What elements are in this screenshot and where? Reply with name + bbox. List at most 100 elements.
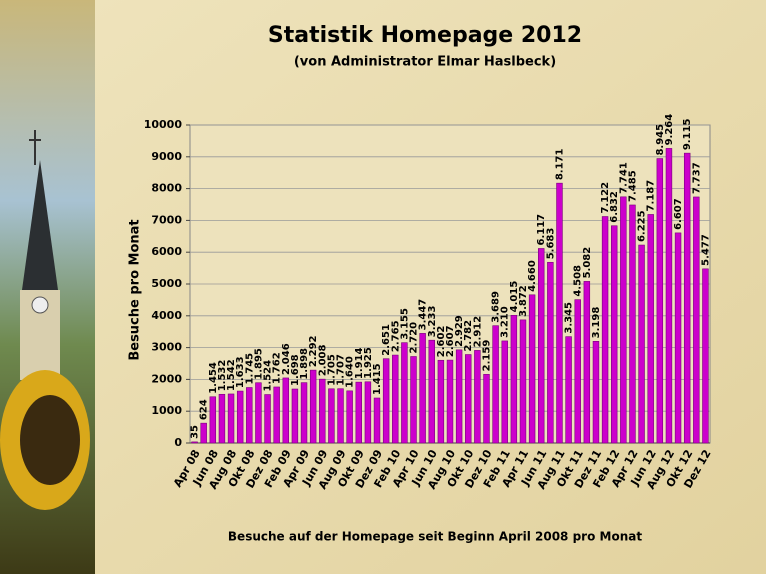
y-tick-label: 5000 xyxy=(151,277,182,290)
data-label: 6.607 xyxy=(673,198,684,230)
bar xyxy=(419,333,426,444)
bar xyxy=(465,354,472,444)
data-label: 7.485 xyxy=(627,170,638,202)
data-label: 2.765 xyxy=(390,320,401,352)
bar xyxy=(601,216,609,444)
data-label: 3.872 xyxy=(518,285,529,317)
bar xyxy=(236,390,244,444)
bar xyxy=(392,354,399,444)
bar xyxy=(382,358,390,444)
data-label: 3.345 xyxy=(564,302,575,334)
bar xyxy=(373,397,381,444)
data-label: 8.171 xyxy=(554,148,565,180)
data-label: 9.264 xyxy=(664,114,675,146)
bar xyxy=(446,359,454,444)
bar xyxy=(565,336,572,444)
bar xyxy=(291,388,299,444)
bar xyxy=(592,341,600,444)
data-label: 5.477 xyxy=(700,234,711,266)
bar xyxy=(337,388,344,444)
data-label: 2.651 xyxy=(381,324,392,356)
data-label: 2.912 xyxy=(472,316,483,348)
data-label: 1.640 xyxy=(345,356,356,388)
y-tick-label: 2000 xyxy=(151,372,182,385)
bar xyxy=(501,340,508,444)
data-label: 2.602 xyxy=(436,326,447,358)
data-label: 1.898 xyxy=(299,348,310,380)
data-label: 2.720 xyxy=(409,322,420,354)
bar xyxy=(255,382,262,444)
bar xyxy=(218,393,226,444)
y-tick-label: 3000 xyxy=(151,341,182,354)
data-label: 5.683 xyxy=(545,228,556,260)
bar xyxy=(674,232,682,444)
data-label: 7.737 xyxy=(691,162,702,194)
bar xyxy=(474,350,481,444)
data-label: 1.707 xyxy=(336,354,347,386)
y-axis-title: Besuche pro Monat xyxy=(128,219,143,360)
data-label: 6.117 xyxy=(536,214,547,246)
bar xyxy=(510,315,518,444)
data-label: 2.782 xyxy=(463,320,474,352)
bar xyxy=(300,382,308,444)
data-label: 2.929 xyxy=(454,315,465,347)
bar xyxy=(209,396,217,444)
data-label: 4.660 xyxy=(527,260,538,292)
x-axis-title: Besuche auf der Homepage seit Beginn Apr… xyxy=(228,530,642,544)
data-label: 6.832 xyxy=(609,191,620,223)
data-label: 1.633 xyxy=(235,356,246,388)
bar xyxy=(364,381,372,444)
y-tick-label: 10000 xyxy=(144,118,183,131)
bar xyxy=(264,394,271,444)
bar xyxy=(227,393,235,444)
data-label: 2.008 xyxy=(317,344,328,376)
data-label: 35 xyxy=(190,425,201,439)
bar xyxy=(355,381,362,444)
bar xyxy=(574,299,581,444)
data-label: 3.233 xyxy=(427,306,438,338)
bar xyxy=(437,359,445,444)
bar xyxy=(665,148,673,444)
data-label: 2.607 xyxy=(445,325,456,357)
data-label: 1.542 xyxy=(226,359,237,391)
bar xyxy=(528,294,536,444)
bar xyxy=(319,378,326,444)
data-label: 2.046 xyxy=(281,343,292,375)
bar xyxy=(328,388,335,444)
data-label: 3.210 xyxy=(500,306,511,338)
data-label: 6.225 xyxy=(637,210,648,242)
bar xyxy=(246,387,253,444)
y-tick-label: 7000 xyxy=(151,213,182,226)
data-label: 2.292 xyxy=(308,335,319,367)
bar xyxy=(683,152,691,444)
bar xyxy=(610,225,618,444)
data-label: 1.524 xyxy=(263,360,274,392)
bar xyxy=(620,196,627,444)
bar xyxy=(583,281,591,444)
bar xyxy=(191,441,198,444)
bar xyxy=(346,390,353,444)
data-label: 9.115 xyxy=(682,118,693,150)
bar xyxy=(483,374,490,444)
data-label: 1.745 xyxy=(244,353,255,385)
data-label: 3.689 xyxy=(491,291,502,323)
bar xyxy=(629,204,636,444)
chart-subtitle: (von Administrator Elmar Haslbeck) xyxy=(294,55,556,70)
y-tick-label: 6000 xyxy=(151,245,182,258)
data-label: 1.454 xyxy=(208,362,219,394)
data-label: 1.914 xyxy=(354,347,365,379)
bar xyxy=(273,386,280,444)
bar xyxy=(647,214,654,444)
y-tick-label: 1000 xyxy=(151,404,182,417)
y-tick-label: 0 xyxy=(174,436,182,449)
y-tick-label: 8000 xyxy=(151,182,182,195)
data-label: 624 xyxy=(199,399,210,420)
side-photo xyxy=(0,0,95,574)
bar xyxy=(693,196,700,444)
y-tick-label: 9000 xyxy=(151,150,182,163)
data-label: 4.508 xyxy=(573,265,584,297)
data-label: 1.895 xyxy=(253,348,264,380)
bar xyxy=(556,182,563,444)
bar xyxy=(200,422,207,444)
